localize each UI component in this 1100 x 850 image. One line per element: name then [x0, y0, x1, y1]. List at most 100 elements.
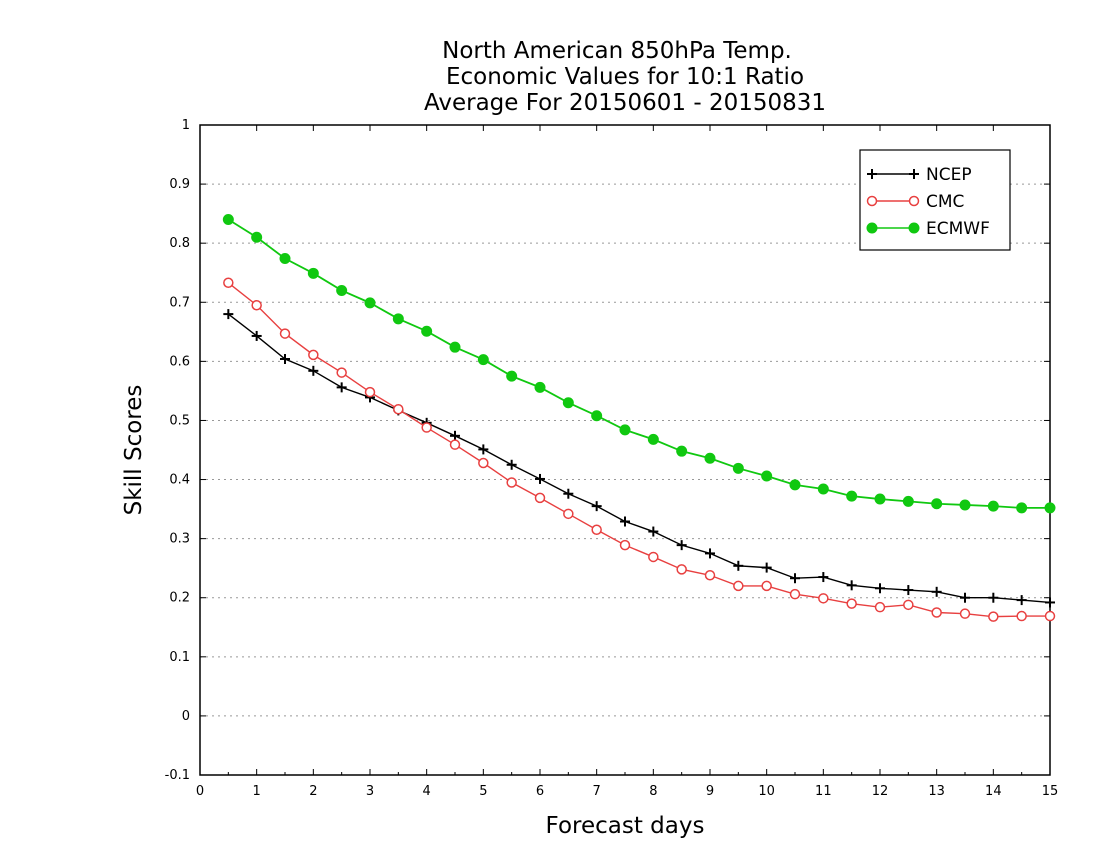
data-point-ncep	[790, 573, 800, 584]
data-point-ecmwf	[619, 424, 631, 436]
data-point-ecmwf	[647, 433, 659, 445]
legend-marker	[908, 222, 920, 234]
x-tick-label: 10	[758, 784, 775, 799]
data-point-ecmwf	[846, 490, 858, 502]
data-point-ecmwf	[676, 445, 688, 457]
y-tick-label: 0.2	[169, 591, 190, 606]
data-point-ecmwf	[902, 495, 914, 507]
y-tick-label: 0.6	[169, 354, 190, 369]
data-point-ncep	[478, 444, 489, 455]
x-axis-label: Forecast days	[546, 813, 705, 839]
y-tick-label: 0.1	[169, 650, 190, 665]
legend-marker	[866, 222, 878, 234]
y-tick-label: 0.4	[169, 473, 190, 488]
data-point-ecmwf	[761, 470, 773, 482]
chart-title: North American 850hPa Temp. Economic Val…	[424, 38, 826, 116]
data-point-cmc	[903, 599, 914, 611]
data-point-ncep	[960, 592, 970, 603]
data-point-ecmwf	[251, 231, 263, 243]
x-tick-label: 9	[706, 784, 714, 799]
data-point-ncep	[903, 585, 914, 596]
data-point-cmc	[733, 580, 744, 592]
data-point-ncep	[563, 488, 574, 499]
data-point-ncep	[733, 560, 744, 571]
x-tick-label: 15	[1042, 784, 1059, 799]
x-tick-label: 8	[649, 784, 657, 799]
data-point-ncep	[705, 548, 715, 559]
data-point-ecmwf	[336, 284, 348, 296]
legend-entry-cmc: CMC	[866, 192, 964, 212]
data-point-cmc	[818, 593, 829, 604]
data-point-cmc	[846, 598, 857, 609]
data-point-cmc	[534, 492, 546, 504]
data-point-ecmwf	[307, 267, 319, 279]
series-layer	[222, 214, 1056, 622]
data-point-ncep	[931, 586, 942, 597]
tick-labels: -0.100.10.20.30.40.50.60.70.80.910 1 2 3 4 5 6…	[165, 118, 1059, 799]
x-tick-label: 1	[253, 784, 261, 799]
data-point-ecmwf	[364, 297, 376, 309]
legend-label: ECMWF	[926, 219, 990, 239]
data-point-cmc	[449, 439, 461, 450]
data-point-ncep	[846, 580, 857, 591]
legend-entry-ncep: NCEP	[867, 165, 972, 185]
data-point-ncep	[676, 540, 687, 551]
x-tick-label: 4	[423, 784, 431, 799]
data-point-ecmwf	[959, 499, 971, 511]
data-point-cmc	[223, 277, 234, 289]
data-point-ncep	[280, 354, 290, 364]
legend-label: CMC	[926, 192, 964, 212]
data-point-cmc	[478, 457, 489, 469]
data-point-cmc	[931, 607, 942, 618]
y-tick-label: 0	[182, 709, 190, 724]
data-point-ecmwf	[591, 410, 603, 422]
x-tick-label: 3	[366, 784, 374, 799]
data-point-ncep	[818, 572, 829, 583]
y-tick-label: 1	[182, 118, 190, 133]
legend-marker	[867, 169, 877, 179]
data-point-ecmwf	[931, 498, 943, 510]
data-point-cmc	[336, 367, 347, 378]
data-point-cmc	[1016, 610, 1027, 622]
data-point-ecmwf	[562, 397, 574, 409]
data-point-ncep	[223, 309, 234, 320]
data-point-ecmwf	[789, 479, 801, 491]
legend-label: NCEP	[926, 165, 972, 185]
data-point-ncep	[648, 526, 659, 537]
data-point-ecmwf	[477, 354, 489, 366]
legend-marker	[908, 195, 920, 207]
data-point-ecmwf	[1016, 502, 1028, 514]
data-point-ecmwf	[534, 381, 546, 393]
y-tick-label: 0.9	[169, 177, 190, 192]
x-tick-label: 7	[593, 784, 601, 799]
data-point-cmc	[959, 608, 971, 619]
gridlines	[200, 183, 1050, 717]
y-axis-label: Skill Scores	[121, 385, 147, 516]
data-point-cmc	[619, 539, 631, 551]
data-point-ncep	[620, 516, 630, 527]
data-point-cmc	[506, 477, 517, 488]
data-point-ecmwf	[421, 325, 433, 337]
data-point-ncep	[251, 330, 262, 341]
series-line-ecmwf	[227, 218, 1050, 509]
series-ecmwf	[222, 214, 1056, 514]
x-tick-label: 13	[928, 784, 945, 799]
data-point-cmc	[251, 299, 262, 311]
y-tick-label: 0.5	[169, 413, 190, 428]
data-point-ncep	[1016, 595, 1027, 606]
data-point-ncep	[761, 562, 772, 573]
data-point-ncep	[535, 473, 545, 484]
data-point-ecmwf	[817, 483, 829, 495]
data-point-ecmwf	[1044, 502, 1056, 514]
series-line-cmc	[227, 282, 1050, 618]
data-point-cmc	[676, 564, 687, 575]
legend: NCEP CMC ECMWF	[859, 149, 1011, 251]
data-point-cmc	[648, 551, 659, 563]
data-point-cmc	[421, 422, 432, 433]
data-point-ncep	[506, 459, 517, 470]
y-tick-label: 0.8	[169, 236, 190, 251]
series-line-ncep	[227, 313, 1051, 604]
data-point-ecmwf	[449, 341, 461, 353]
x-tick-label: 2	[309, 784, 317, 799]
